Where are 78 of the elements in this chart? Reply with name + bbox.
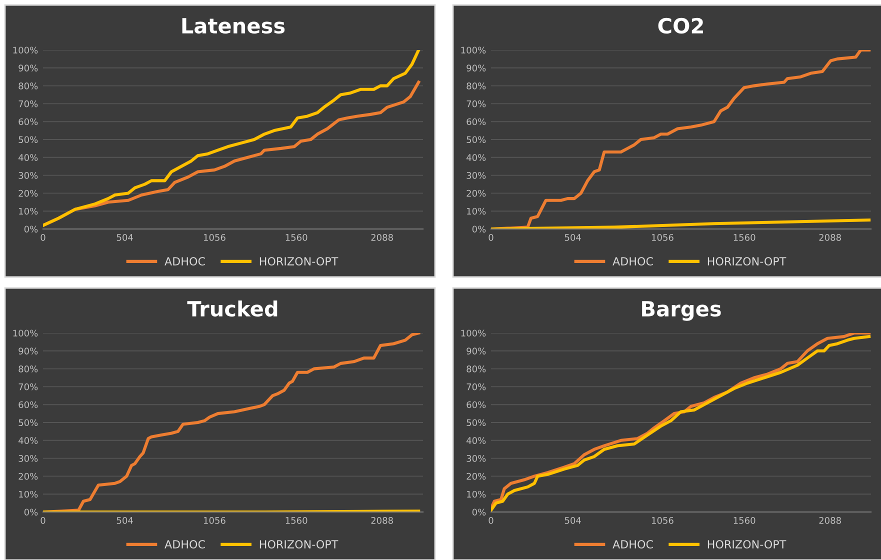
x-tick-label: 1056 bbox=[652, 517, 674, 524]
x-tick-label: 2088 bbox=[819, 234, 841, 241]
y-tick-label: 40% bbox=[466, 437, 486, 444]
y-tick-label: 50% bbox=[18, 136, 38, 144]
y-tick-label: 100% bbox=[461, 46, 486, 54]
y-tick-label: 50% bbox=[466, 419, 486, 426]
y-tick-label: 0% bbox=[24, 226, 38, 233]
y-tick-label: 20% bbox=[18, 472, 38, 480]
y-tick-label: 80% bbox=[18, 82, 38, 90]
legend-label: ADHOC bbox=[612, 540, 653, 548]
y-tick-label: 30% bbox=[466, 455, 486, 462]
y-tick-label: 10% bbox=[467, 208, 486, 215]
y-tick-label: 40% bbox=[18, 437, 38, 444]
y-tick-label: 60% bbox=[18, 118, 38, 126]
y-tick-label: 70% bbox=[466, 100, 486, 108]
line-series bbox=[43, 50, 420, 227]
y-tick-label: 20% bbox=[466, 472, 486, 480]
x-tick-label: 0 bbox=[40, 517, 46, 524]
x-tick-label: 504 bbox=[116, 517, 133, 524]
y-tick-label: 90% bbox=[466, 348, 486, 354]
x-tick-label: 1056 bbox=[652, 234, 674, 241]
y-tick-label: 60% bbox=[466, 118, 486, 126]
y-tick-label: 30% bbox=[18, 172, 38, 179]
chart-title: CO2 bbox=[658, 18, 703, 34]
y-tick-label: 10% bbox=[19, 490, 38, 498]
x-tick-label: 504 bbox=[564, 517, 581, 524]
y-tick-label: 60% bbox=[466, 401, 486, 408]
y-tick-label: 0% bbox=[24, 508, 38, 516]
x-tick-label: 0 bbox=[40, 234, 46, 241]
y-tick-label: 90% bbox=[18, 348, 38, 354]
x-tick-label: 2088 bbox=[371, 234, 393, 241]
y-tick-label: 90% bbox=[18, 64, 38, 72]
y-tick-label: 10% bbox=[467, 490, 486, 498]
y-tick-label: 60% bbox=[18, 401, 38, 408]
y-tick-label: 40% bbox=[466, 154, 486, 161]
x-tick-label: 1560 bbox=[734, 234, 756, 241]
x-tick-label: 1056 bbox=[204, 517, 226, 524]
y-tick-label: 100% bbox=[13, 46, 38, 54]
y-tick-label: 20% bbox=[18, 190, 38, 197]
x-tick-label: 504 bbox=[116, 234, 133, 241]
legend-label: HORIZON-OPT bbox=[260, 540, 338, 548]
y-tick-label: 80% bbox=[466, 82, 486, 90]
y-tick-label: 90% bbox=[466, 64, 486, 72]
y-tick-label: 30% bbox=[18, 455, 38, 462]
y-tick-label: 100% bbox=[13, 330, 38, 337]
legend-label: HORIZON-OPT bbox=[708, 540, 786, 548]
y-tick-label: 0% bbox=[472, 226, 486, 233]
x-tick-label: 0 bbox=[488, 517, 494, 524]
y-tick-label: 30% bbox=[466, 172, 486, 179]
y-tick-label: 0% bbox=[472, 508, 486, 516]
chart-title: Barges bbox=[642, 301, 721, 321]
y-tick-label: 100% bbox=[461, 330, 486, 337]
legend-label: ADHOC bbox=[612, 257, 653, 266]
y-tick-label: 50% bbox=[466, 136, 486, 144]
y-tick-label: 70% bbox=[18, 383, 38, 390]
legend-label: HORIZON-OPT bbox=[260, 257, 338, 266]
line-series bbox=[491, 218, 871, 229]
legend-label: ADHOC bbox=[164, 540, 205, 548]
y-tick-label: 40% bbox=[18, 154, 38, 161]
x-tick-label: 1560 bbox=[734, 517, 756, 524]
legend-label: HORIZON-OPT bbox=[708, 257, 786, 266]
x-tick-label: 1056 bbox=[204, 234, 226, 241]
chart-title: Lateness bbox=[182, 18, 285, 34]
y-tick-label: 80% bbox=[466, 366, 486, 372]
y-tick-label: 80% bbox=[18, 366, 38, 372]
y-tick-label: 20% bbox=[466, 190, 486, 197]
y-tick-label: 70% bbox=[18, 100, 38, 108]
y-tick-label: 50% bbox=[18, 419, 38, 426]
y-tick-label: 10% bbox=[19, 208, 38, 215]
chart-title: Trucked bbox=[187, 300, 278, 317]
y-tick-label: 70% bbox=[466, 383, 486, 390]
x-tick-label: 1560 bbox=[286, 517, 308, 524]
x-tick-label: 1560 bbox=[286, 234, 308, 241]
x-tick-label: 504 bbox=[564, 234, 581, 241]
x-tick-label: 0 bbox=[488, 234, 494, 241]
legend-label: ADHOC bbox=[164, 257, 205, 266]
x-tick-label: 2088 bbox=[371, 517, 393, 524]
x-tick-label: 2088 bbox=[819, 517, 841, 524]
